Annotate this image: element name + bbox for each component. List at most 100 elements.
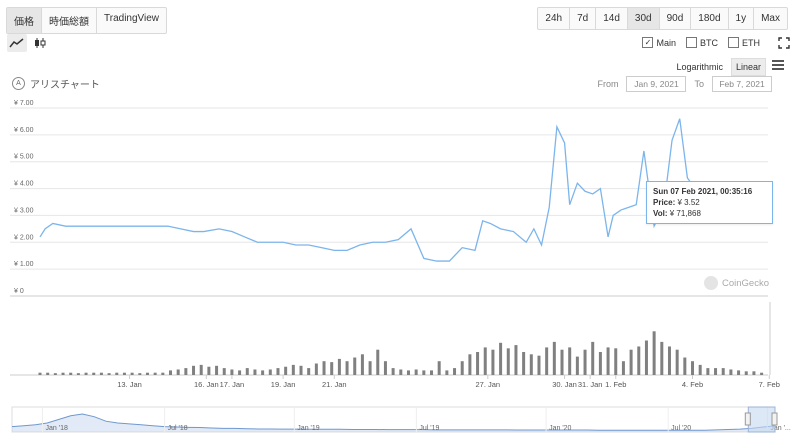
linear-button[interactable]: Linear [730, 58, 766, 76]
from-date-input[interactable]: Jan 9, 2021 [626, 76, 687, 92]
checkbox[interactable] [728, 37, 739, 48]
y-tick-label: ¥ 7.00 [14, 100, 34, 107]
volume-bar [667, 346, 671, 375]
range-tab-90d[interactable]: 90d [660, 8, 692, 29]
volume-bar [253, 369, 257, 375]
to-label: To [694, 79, 704, 89]
tooltip-price: ¥ 3.52 [677, 198, 700, 207]
series-toggle-2[interactable]: ETH [728, 37, 760, 48]
volume-bar [199, 364, 203, 375]
volume-bar [691, 361, 695, 375]
volume-bar [675, 349, 679, 375]
volume-bar [222, 368, 226, 375]
range-tab-30d[interactable]: 30d [627, 8, 660, 29]
volume-bar [107, 373, 111, 375]
view-tab-1[interactable]: 時価総額 [42, 8, 97, 33]
navigator-tick-label: Jan '18 [46, 425, 68, 432]
volume-bar [629, 349, 633, 375]
volume-bar [614, 348, 618, 375]
x-tick-label: 21. Jan [322, 380, 347, 389]
volume-bar [506, 348, 510, 375]
to-date-input[interactable]: Feb 7, 2021 [712, 76, 772, 92]
navigator-handle-right[interactable] [771, 412, 778, 426]
navigator-handle-left[interactable] [744, 412, 751, 426]
series-toggle-label: Main [656, 37, 676, 48]
range-tab-180d[interactable]: 180d [691, 8, 729, 29]
volume-bar [499, 342, 503, 375]
volume-bar [345, 361, 349, 375]
x-tick-label: 30. Jan [552, 380, 577, 389]
series-toggle-1[interactable]: BTC [686, 37, 718, 48]
range-tab-14d[interactable]: 14d [596, 8, 628, 29]
hamburger-menu-icon[interactable] [772, 58, 784, 72]
volume-bar [606, 347, 610, 375]
watermark-text: CoinGecko [722, 277, 769, 289]
scale-toggle: Logarithmic Linear [672, 58, 766, 76]
volume-bar [207, 366, 211, 375]
checkbox[interactable] [686, 37, 697, 48]
series-toggle-0[interactable]: ✓ Main [642, 37, 676, 48]
x-tick-label: 7. Feb [759, 380, 780, 389]
volume-bar [483, 347, 487, 375]
volume-bar [284, 366, 288, 375]
view-tab-0[interactable]: 価格 [7, 8, 42, 33]
x-tick-label: 13. Jan [117, 380, 142, 389]
navigator-tick-label: Jan '... [770, 425, 790, 432]
tooltip-date: Sun 07 Feb 2021, 00:35:16 [653, 187, 753, 196]
volume-bar [169, 370, 173, 375]
volume-bar [399, 369, 403, 375]
volume-bar [276, 368, 280, 375]
volume-bar [314, 363, 318, 375]
alert-icon: A [12, 77, 25, 90]
y-tick-label: ¥ 5.00 [14, 154, 34, 161]
navigator-selection[interactable] [747, 406, 776, 433]
candlestick-toggle[interactable] [30, 34, 50, 52]
volume-bar [514, 345, 518, 375]
volume-bar [752, 371, 756, 375]
volume-bar [537, 355, 541, 375]
volume-bar [737, 370, 741, 375]
volume-bar [360, 354, 364, 375]
volume-bar [38, 372, 42, 375]
fullscreen-button[interactable] [774, 34, 794, 52]
navigator-tick-label: Jul '18 [168, 425, 188, 432]
volume-bar [729, 369, 733, 375]
volume-bar [322, 361, 326, 375]
volume-bar [591, 341, 595, 375]
y-tick-label: ¥ 4.00 [14, 181, 34, 188]
navigator-tick-label: Jan '19 [297, 425, 319, 432]
volume-bar [145, 372, 149, 375]
y-tick-label: ¥ 0 [14, 288, 24, 295]
volume-bar [230, 369, 234, 375]
volume-bar [130, 372, 134, 375]
range-tab-24h[interactable]: 24h [538, 8, 571, 29]
volume-bar [683, 357, 687, 375]
checkbox[interactable]: ✓ [642, 37, 654, 48]
line-chart-toggle[interactable] [7, 34, 27, 52]
volume-bar [422, 370, 426, 375]
x-tick-label: 17. Jan [220, 380, 245, 389]
volume-bar [414, 369, 418, 375]
range-tab-7d[interactable]: 7d [570, 8, 597, 29]
candlestick-icon [35, 38, 46, 48]
volume-bar [69, 372, 73, 375]
volume-bar [598, 352, 602, 375]
range-tab-Max[interactable]: Max [761, 13, 780, 24]
logarithmic-button[interactable]: Logarithmic [676, 62, 723, 72]
navigator-line [11, 413, 776, 431]
volume-bar [268, 369, 272, 375]
coingecko-logo-icon [704, 276, 718, 290]
tooltip-vol: ¥ 71,868 [669, 209, 701, 218]
volume-bar [583, 349, 587, 375]
volume-bar [291, 364, 295, 375]
range-tab-1y[interactable]: 1y [729, 8, 755, 29]
alert-chart-link[interactable]: A アリスチャート [12, 76, 100, 91]
navigator-tick-label: Jan '20 [549, 425, 571, 432]
volume-bar [53, 373, 57, 375]
x-tick-label: 27. Jan [475, 380, 500, 389]
view-tab-2[interactable]: TradingView [104, 13, 160, 24]
volume-bar [46, 372, 50, 375]
series-toggles: ✓ Main BTC ETH [642, 37, 760, 48]
y-tick-label: ¥ 1.00 [14, 261, 34, 268]
